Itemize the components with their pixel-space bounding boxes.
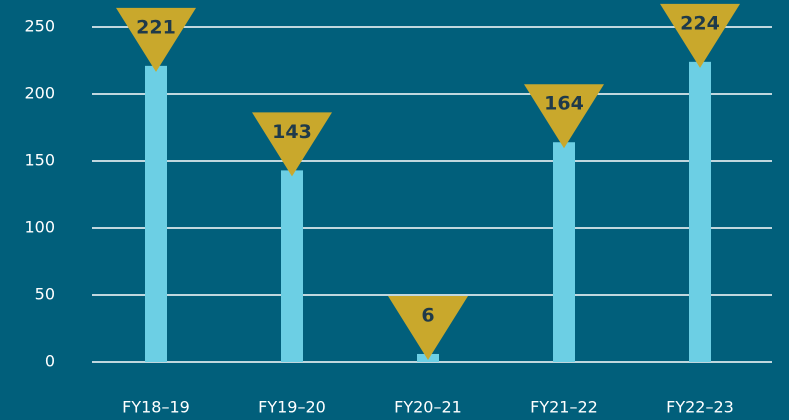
value-label: 224 xyxy=(680,12,720,34)
bar xyxy=(553,142,575,362)
value-marker xyxy=(660,3,740,68)
y-tick-label: 200 xyxy=(24,84,55,103)
y-tick-label: 250 xyxy=(24,17,55,36)
x-tick-label: FY22–23 xyxy=(666,398,734,417)
y-tick-label: 150 xyxy=(24,151,55,170)
x-tick-label: FY19–20 xyxy=(258,398,326,417)
value-label: 6 xyxy=(421,304,434,326)
value-marker xyxy=(388,295,468,360)
y-tick-label: 50 xyxy=(35,285,55,304)
y-tick-label: 0 xyxy=(45,352,55,371)
bar xyxy=(689,61,711,363)
x-tick-label: FY18–19 xyxy=(122,398,190,417)
bar xyxy=(281,170,303,362)
value-label: 221 xyxy=(136,16,176,38)
value-marker xyxy=(524,84,604,149)
x-tick-label: FY21–22 xyxy=(530,398,598,417)
value-marker xyxy=(252,112,332,177)
y-tick-label: 100 xyxy=(24,218,55,237)
value-label: 164 xyxy=(544,93,584,115)
value-label: 143 xyxy=(272,121,312,143)
bar xyxy=(145,65,167,363)
x-tick-label: FY20–21 xyxy=(394,398,462,417)
value-marker xyxy=(116,7,196,72)
